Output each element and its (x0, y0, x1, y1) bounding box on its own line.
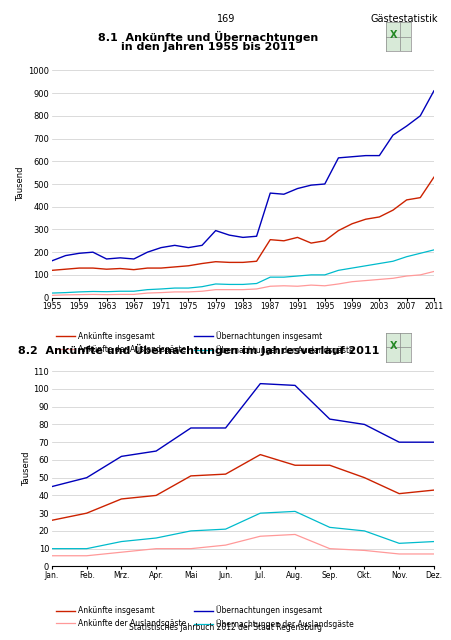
Text: Gästestatistik: Gästestatistik (370, 14, 437, 24)
Legend: Ankünfte insgesamt, Ankünfte der Auslandsgäste, Übernachtungen insgesamt, Überna: Ankünfte insgesamt, Ankünfte der Ausland… (55, 331, 353, 355)
Legend: Ankünfte insgesamt, Ankünfte der Auslandsgäste, Übernachtungen insgesamt, Überna: Ankünfte insgesamt, Ankünfte der Ausland… (55, 605, 353, 629)
Text: Statistisches Jahrbuch 2012 der Stadt Regensburg: Statistisches Jahrbuch 2012 der Stadt Re… (129, 623, 322, 632)
Text: 8.1  Ankünfte und Übernachtungen: 8.1 Ankünfte und Übernachtungen (97, 31, 318, 43)
Text: in den Jahren 1955 bis 2011: in den Jahren 1955 bis 2011 (120, 42, 295, 52)
Text: 169: 169 (216, 14, 235, 24)
Text: X: X (389, 30, 397, 40)
Text: 8.2  Ankünfte und Übernachtungen im Jahresverlauf 2011: 8.2 Ankünfte und Übernachtungen im Jahre… (18, 344, 379, 356)
Y-axis label: Tausend: Tausend (16, 167, 25, 201)
Y-axis label: Tausend: Tausend (22, 452, 31, 486)
Text: X: X (389, 340, 397, 351)
